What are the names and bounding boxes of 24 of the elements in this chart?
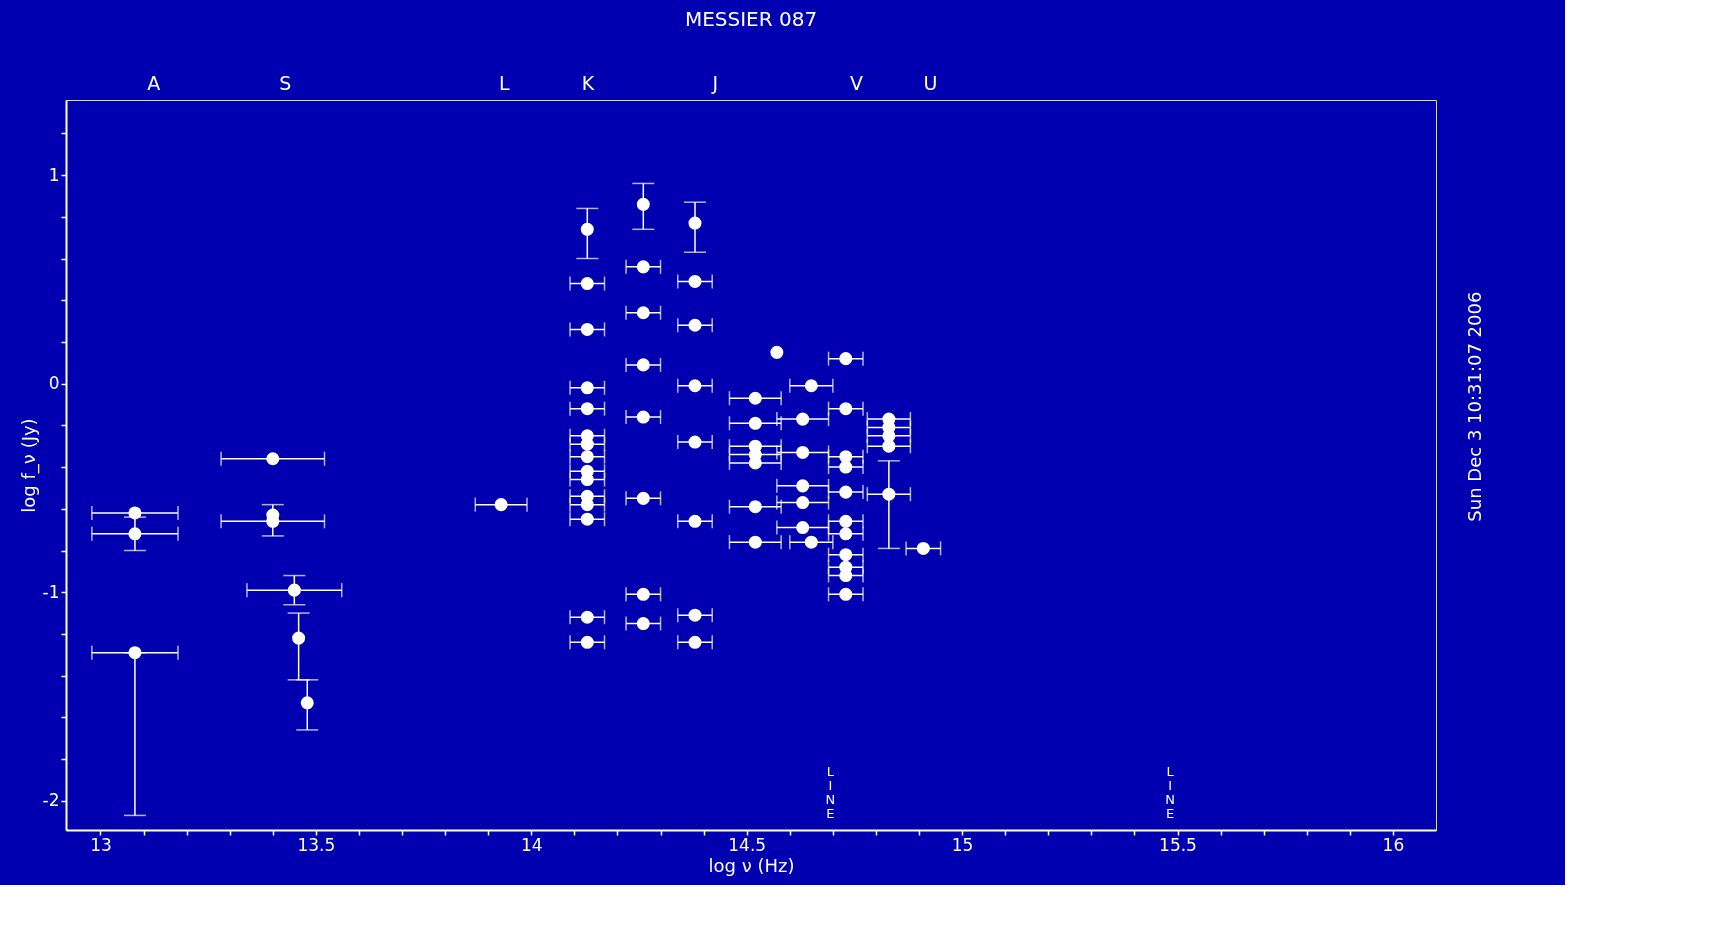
text: V [849,72,863,94]
x-tick-label: 13.5 [297,834,336,855]
y-tick-label: -1 [42,581,60,602]
x-tick-label: 16 [1382,834,1405,855]
chart-title: MESSIER 087 [684,7,818,31]
text: Sun Dec 3 10:31:07 2006 [1464,291,1485,522]
y-tick-label: -2 [42,790,60,811]
text: S [279,72,292,94]
x-axis-title: log ν (Hz) [708,854,795,876]
x-tick-label: 15.5 [1159,834,1197,855]
text: U [923,72,938,94]
x-tick-label: 15 [951,834,974,855]
x-tick-label: 13 [90,834,112,855]
text: J [711,72,719,94]
text: K [581,72,595,94]
annotation: LINE [1165,764,1176,821]
text: L [499,72,511,94]
y-tick-label: 1 [48,164,60,185]
y-tick-label: 0 [48,373,60,394]
annotation: LINE [825,764,836,821]
x-tick-label: 14 [520,834,543,855]
text: A [147,72,161,94]
y-axis-title: log f_ν (Jy) [17,418,40,513]
x-tick-label: 14.5 [728,834,767,855]
